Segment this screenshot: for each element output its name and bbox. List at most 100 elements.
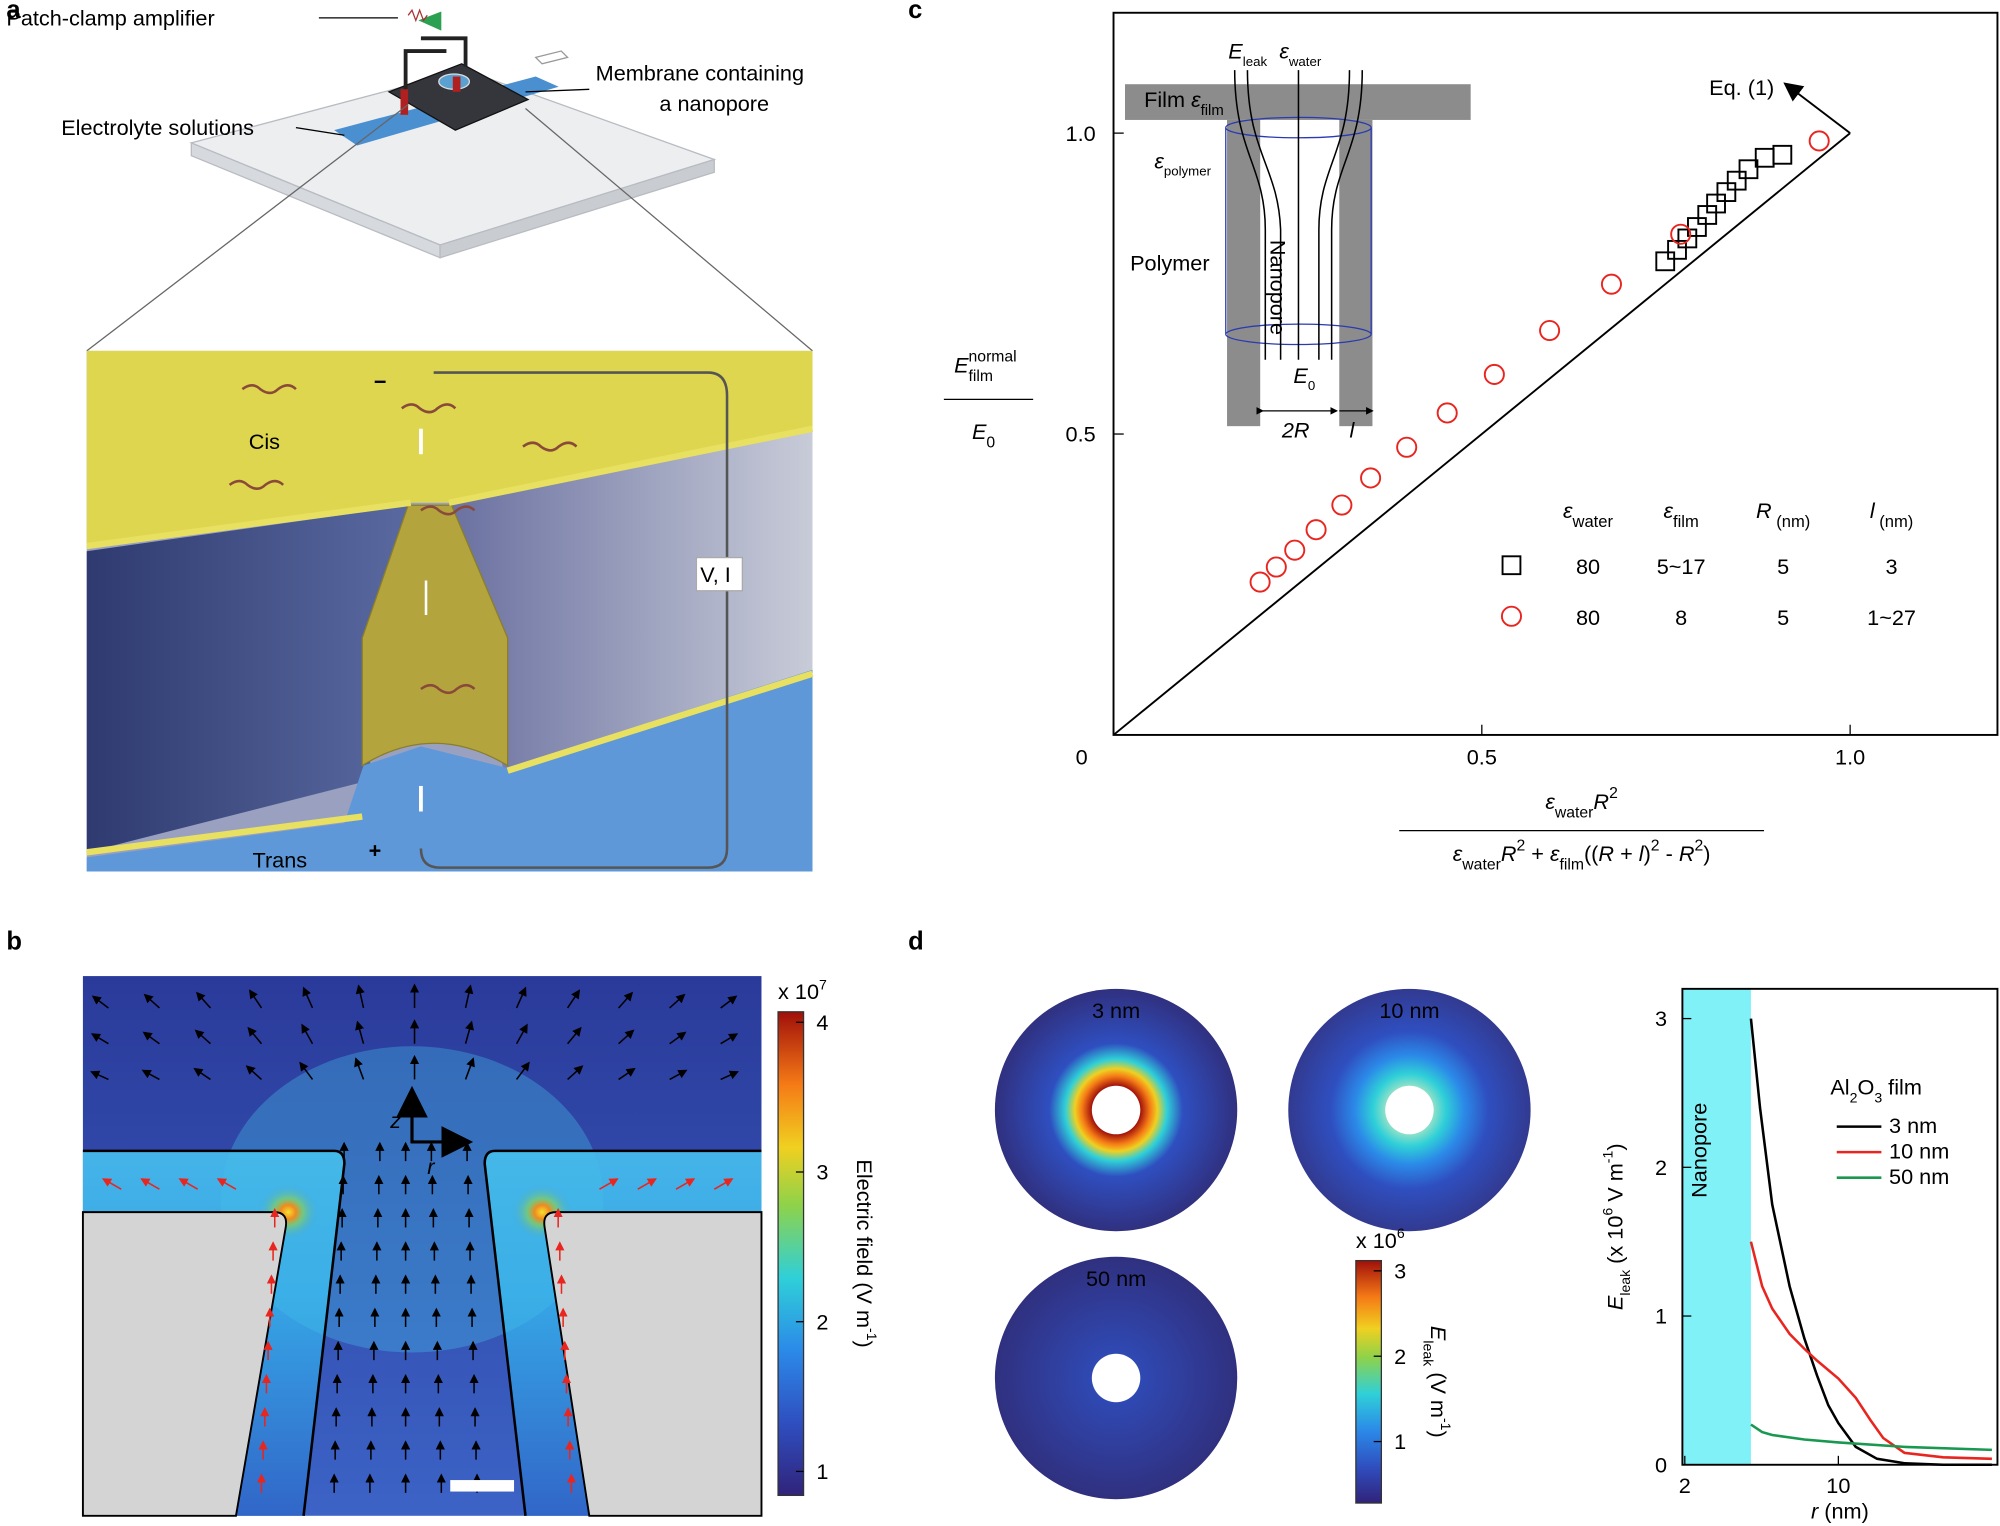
field-arrow	[178, 1178, 199, 1190]
data-point	[1265, 556, 1287, 578]
text-part: 0	[1308, 378, 1315, 393]
text-part: water	[1461, 857, 1501, 874]
text-part: water	[1288, 54, 1322, 69]
field-arrow	[247, 1026, 263, 1045]
text-part: water	[1572, 512, 1614, 531]
slide-edge	[439, 158, 715, 259]
text-part: )	[1426, 1431, 1451, 1438]
label: +	[369, 837, 382, 862]
text-part: E	[1602, 1295, 1627, 1310]
dna-strand	[241, 384, 297, 395]
plot-frame	[1681, 987, 1999, 1466]
legend-marker	[1500, 605, 1523, 627]
text-part: E	[972, 419, 987, 444]
text-part: water	[1554, 804, 1594, 821]
field-arrow	[669, 1031, 687, 1045]
data-point	[1249, 571, 1271, 593]
colorbar	[1355, 1259, 1383, 1504]
field-arrow	[194, 1029, 211, 1045]
y-tick-label: 1	[1655, 1304, 1667, 1329]
legend-value: 8	[1675, 605, 1687, 630]
inset-polymer	[1227, 119, 1261, 427]
dna-strand	[420, 683, 476, 695]
inset-label: εwater	[1279, 39, 1322, 69]
y-tick-label: 0.5	[1066, 422, 1096, 447]
pointer	[525, 88, 590, 93]
text-part: ε	[1191, 87, 1201, 112]
text-part: 6	[1600, 1208, 1616, 1216]
field-arrow	[720, 1033, 739, 1045]
x-axis-label: εwaterR2 + εfilm((R + l)2 - R2)	[1453, 837, 1711, 873]
x-tick-label: 2	[1679, 1473, 1691, 1498]
text-part: E	[1293, 363, 1308, 388]
membrane-chip	[387, 63, 530, 131]
text-part: film	[1201, 102, 1224, 119]
text-part: E	[1426, 1326, 1451, 1341]
text-part: leak	[1617, 1269, 1633, 1296]
wire	[403, 36, 468, 105]
text-part: -1	[1600, 1151, 1616, 1164]
text-part: 2	[1850, 1089, 1858, 1105]
colorbar-tick-label: 1	[816, 1459, 828, 1484]
field-arrow	[669, 993, 686, 1009]
field-arrow	[216, 1178, 237, 1190]
y-axis-label: Enormal film	[954, 349, 1017, 385]
field-arrow	[566, 989, 581, 1009]
legend-value: 5	[1777, 554, 1789, 579]
text-part: 2	[1651, 837, 1660, 854]
membrane-top	[86, 350, 813, 547]
map-label: 50 nm	[1086, 1266, 1146, 1291]
liquid	[86, 669, 813, 872]
text-part: Electric field (V m	[852, 1159, 877, 1328]
data-point	[1305, 519, 1327, 541]
colorbar-tick-label: 3	[1394, 1259, 1406, 1284]
text-part: ((	[1584, 841, 1599, 866]
field-arrow	[567, 1065, 584, 1080]
field-arrow	[669, 1069, 688, 1081]
inset-field-line	[1330, 70, 1364, 360]
label: Patch-clamp amplifier	[6, 6, 214, 31]
field-arrow	[618, 991, 634, 1009]
text-part: polymer	[1164, 164, 1212, 179]
y-tick-label: 0	[1655, 1452, 1667, 1477]
text-part: ε	[1545, 789, 1555, 814]
zoom-line	[86, 104, 409, 352]
data-point	[1436, 402, 1458, 424]
text-part: ε	[1279, 39, 1289, 64]
data-point	[1808, 130, 1830, 152]
field-arrow	[637, 1178, 657, 1190]
colorbar	[777, 1011, 805, 1497]
data-point	[1655, 251, 1676, 272]
dna-strand	[228, 479, 285, 490]
data-point	[1716, 182, 1737, 202]
field-arrow	[302, 986, 314, 1009]
colorbar-label: Electric field (V m-1)	[852, 1159, 880, 1347]
map-label: 10 nm	[1379, 998, 1439, 1023]
film-boundary	[82, 1149, 762, 1516]
x-axis-label: εwaterR2	[1545, 785, 1617, 821]
field-arrow	[142, 1031, 160, 1045]
inset-label: Eleak	[1228, 39, 1267, 69]
field-arrow	[245, 1065, 262, 1080]
field-arrow	[101, 1178, 122, 1190]
data-point	[1396, 436, 1418, 458]
text-part: 3	[1874, 1089, 1882, 1105]
text-part: R	[1756, 498, 1772, 523]
electrode	[452, 76, 461, 92]
inset-field-line	[1246, 70, 1282, 360]
text-part: (nm)	[1772, 512, 1811, 531]
text-part: 2	[1694, 837, 1703, 854]
legend-value: 5	[1777, 605, 1789, 630]
label: Electrolyte solutions	[61, 115, 254, 140]
pore-hole	[1385, 1085, 1434, 1135]
x-tick-label: 0.5	[1467, 744, 1497, 769]
well	[534, 50, 569, 65]
data-point	[1539, 319, 1561, 342]
wall-right	[448, 431, 813, 772]
legend-value: 3	[1886, 554, 1898, 579]
text-part: r	[1811, 1498, 1819, 1523]
y-axis-label: Eleak (x 106 V m-1)	[1600, 1143, 1633, 1310]
label: Trans	[253, 848, 308, 873]
vi-box	[695, 556, 743, 592]
annotation: Eq. (1)	[1709, 75, 1774, 100]
